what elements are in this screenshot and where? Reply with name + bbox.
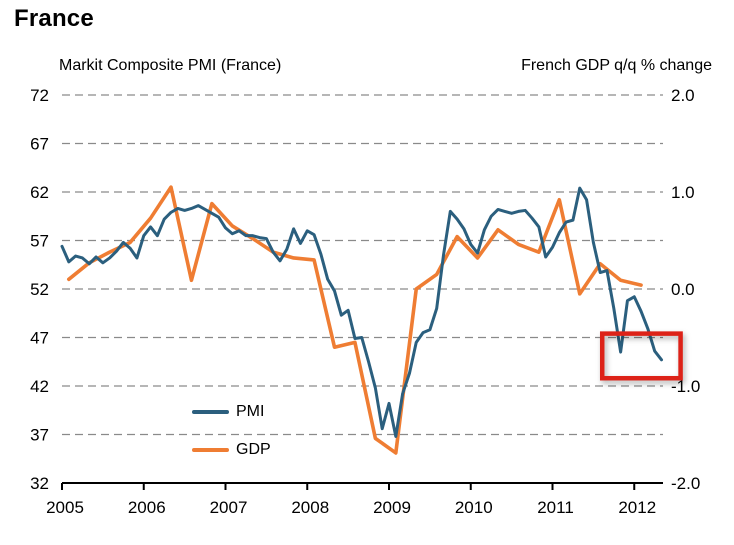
page-title: France [14, 5, 94, 32]
right-axis-tick-label: -2.0 [671, 474, 700, 493]
left-axis-tick-label: 32 [30, 474, 49, 493]
left-axis-tick-label: 72 [30, 86, 49, 105]
left-axis-tick-label: 67 [30, 135, 49, 154]
gdp-line [67, 185, 643, 455]
right-axis-tick-label: 2.0 [671, 86, 695, 105]
x-axis-year-label: 2009 [373, 498, 411, 517]
legend: PMI GDP [192, 400, 271, 476]
left-axis-tick-label: 37 [30, 426, 49, 445]
x-axis-year-label: 2012 [618, 498, 656, 517]
legend-label-gdp: GDP [236, 441, 271, 458]
highlight-box-annotation [599, 331, 683, 381]
x-axis-year-label: 2007 [210, 498, 248, 517]
gdp-line-swatch [192, 448, 229, 452]
x-axis-year-label: 2005 [46, 498, 84, 517]
right-axis-title: French GDP q/q % change [521, 57, 712, 74]
pmi-line-swatch [192, 410, 229, 414]
legend-label-pmi: PMI [236, 403, 265, 420]
left-axis-tick-label: 47 [30, 329, 49, 348]
left-axis-title: Markit Composite PMI (France) [59, 57, 282, 74]
left-axis-tick-label: 62 [30, 183, 49, 202]
right-axis-tick-label: 1.0 [671, 183, 695, 202]
legend-item-pmi: PMI [192, 400, 271, 424]
x-axis-year-label: 2008 [291, 498, 329, 517]
left-axis-tick-label: 42 [30, 377, 49, 396]
left-axis-tick-label: 52 [30, 280, 49, 299]
x-axis-year-label: 2010 [455, 498, 493, 517]
legend-item-gdp: GDP [192, 438, 271, 462]
x-axis-year-label: 2006 [128, 498, 166, 517]
right-axis-tick-label: 0.0 [671, 280, 695, 299]
right-axis-tick-label: -1.0 [671, 377, 700, 396]
left-axis-tick-label: 57 [30, 232, 49, 251]
x-axis-year-label: 2011 [537, 498, 574, 517]
pmi-line [60, 186, 663, 438]
